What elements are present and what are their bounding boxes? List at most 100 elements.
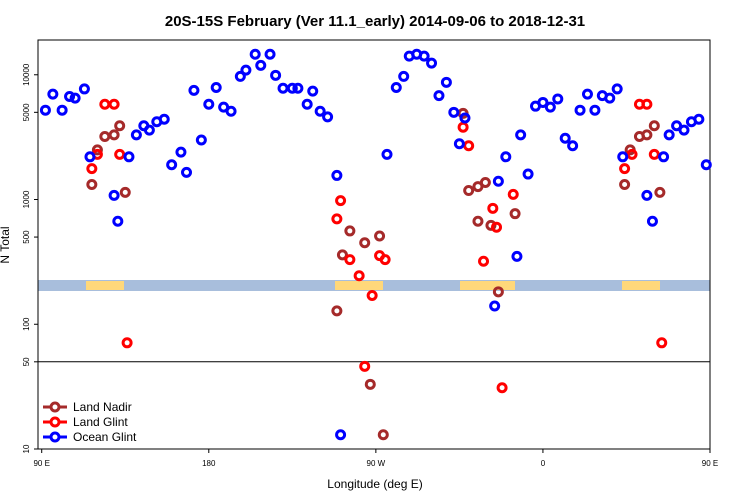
legend-label: Land Nadir [73, 400, 132, 414]
y-tick-label: 50 [22, 357, 31, 366]
point [559, 132, 571, 144]
point [91, 144, 103, 156]
point [500, 151, 512, 163]
point [472, 215, 484, 227]
point [359, 360, 371, 372]
point [331, 305, 343, 317]
chart-title: 20S-15S February (Ver 11.1_early) 2014-0… [165, 13, 585, 30]
point [86, 178, 98, 190]
point [166, 159, 178, 171]
point [364, 378, 376, 390]
point [492, 175, 504, 187]
x-tick-label: 90 E [702, 459, 718, 468]
point [114, 120, 126, 132]
point [611, 83, 623, 95]
point [641, 98, 653, 110]
point [108, 98, 120, 110]
point [99, 131, 111, 143]
surface-strip [38, 280, 710, 291]
point [249, 48, 261, 60]
point [463, 140, 475, 152]
point [515, 129, 527, 141]
point [589, 104, 601, 116]
point [335, 195, 347, 207]
point [537, 96, 549, 108]
legend-marker [49, 416, 61, 428]
point [292, 82, 304, 94]
point [626, 148, 638, 160]
x-tick-label: 90 E [33, 459, 49, 468]
point [181, 166, 193, 178]
point [478, 255, 490, 267]
y-tick-label: 100 [22, 317, 31, 331]
legend-label: Ocean Glint [73, 430, 137, 444]
x-tick-label: 0 [541, 459, 546, 468]
point [264, 48, 276, 60]
point [453, 138, 465, 150]
point [418, 50, 430, 62]
plot-frame [37, 39, 711, 450]
point [656, 337, 668, 349]
point [381, 148, 393, 160]
point [492, 286, 504, 298]
point [398, 70, 410, 82]
point [314, 105, 326, 117]
point [390, 82, 402, 94]
point [646, 215, 658, 227]
point [123, 151, 135, 163]
legend-marker [49, 431, 61, 443]
legend-marker [49, 401, 61, 413]
point [108, 189, 120, 201]
point [301, 98, 313, 110]
point [581, 88, 593, 100]
point [121, 337, 133, 349]
point [658, 151, 670, 163]
x-tick-label: 90 W [367, 459, 386, 468]
point [336, 249, 348, 261]
point [507, 188, 519, 200]
point [487, 202, 499, 214]
point [604, 92, 616, 104]
point [277, 82, 289, 94]
point [64, 90, 76, 102]
point [225, 105, 237, 117]
y-axis-label: N Total [0, 226, 12, 263]
y-tick-label: 10 [22, 444, 31, 453]
point [678, 124, 690, 136]
point [491, 221, 503, 233]
point [377, 429, 389, 441]
point [641, 129, 653, 141]
point [700, 159, 712, 171]
point [331, 169, 343, 181]
point [567, 140, 579, 152]
point [463, 185, 475, 197]
point [448, 106, 460, 118]
point [509, 208, 521, 220]
point [353, 270, 365, 282]
point [270, 69, 282, 81]
point [366, 290, 378, 302]
point [459, 112, 471, 124]
point [359, 237, 371, 249]
point [344, 254, 356, 266]
point [78, 83, 90, 95]
point [496, 382, 508, 394]
point [158, 113, 170, 125]
point [86, 163, 98, 175]
point [307, 85, 319, 97]
x-tick-label: 180 [202, 459, 216, 468]
point [648, 148, 660, 160]
point [544, 101, 556, 113]
point [335, 429, 347, 441]
point [69, 92, 81, 104]
point [47, 88, 59, 100]
point [648, 120, 660, 132]
x-axis-label: Longitude (deg E) [327, 477, 422, 491]
point [479, 176, 491, 188]
point [619, 163, 631, 175]
point [379, 254, 391, 266]
point [374, 230, 386, 242]
point [511, 250, 523, 262]
point [130, 129, 142, 141]
point [114, 148, 126, 160]
